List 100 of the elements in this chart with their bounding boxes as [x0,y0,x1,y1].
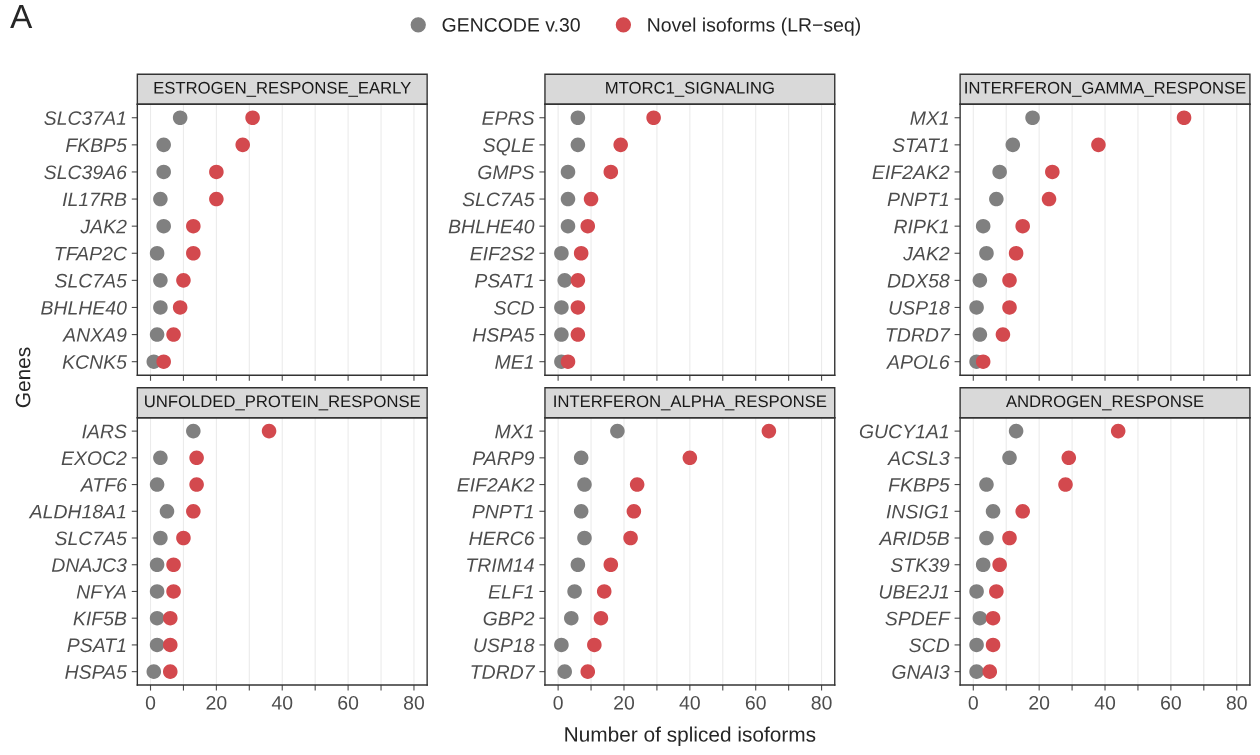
chart-title: INTERFERON_ALPHA_RESPONSE [554,395,827,411]
y-tick-label: EIF2AK2 [872,165,950,179]
point [146,664,162,679]
y-tick-label: PNPT1 [472,504,533,519]
y-tick-label: PSAT1 [474,273,533,288]
y-tick-label: STAT1 [892,138,949,153]
point [186,218,201,234]
x-tick-label: 20 [1029,695,1050,710]
point [972,273,988,288]
y-tick-label: RIPK1 [894,219,949,234]
y-tick-label: PARP9 [472,451,535,466]
point [153,273,168,288]
y-tick-label: SQLE [483,138,535,156]
y-tick-label: PSAT1 [67,638,126,653]
point [982,664,998,679]
y-tick-label: SLC37A1 [44,111,126,125]
y-axis-title: Genes [15,347,31,408]
y-tick-label: SCD [494,300,534,315]
point [972,610,988,626]
point [570,273,586,288]
point [603,557,619,573]
point [573,504,589,519]
point [580,664,596,679]
point [156,354,171,369]
point [1110,423,1126,439]
y-tick-label: IL17RB [62,192,127,207]
y-tick-label: HSPA5 [65,665,127,679]
point [261,423,277,439]
y-tick-label: BHLHE40 [41,300,127,315]
point [176,530,191,546]
point [969,300,984,315]
point [560,354,576,369]
y-tick-label: SLC7A5 [55,273,127,288]
y-tick-label: APOL6 [886,355,950,369]
y-tick-label: DNAJC3 [51,558,127,572]
point [1045,164,1060,180]
point [972,327,988,342]
point [989,584,1004,599]
y-tick-label: GBP2 [483,611,535,626]
point [156,218,171,234]
point [166,584,181,599]
y-tick-label: SPDEF [885,611,951,626]
point [209,164,224,180]
y-tick-label: BHLHE40 [448,219,535,234]
point [587,637,602,653]
y-tick-label: MX1 [910,111,949,125]
point [570,137,586,153]
y-tick-label: ME1 [495,355,533,369]
y-tick-label: USP18 [889,300,950,315]
y-tick-label: ALDH18A1 [28,504,126,519]
legend-label: GENCODE v.30 [442,18,580,32]
point [162,610,178,626]
point [1008,423,1024,439]
point [761,423,777,439]
point [570,110,586,126]
y-tick-label: GUCY1A1 [859,424,949,439]
point [1002,530,1017,546]
point [176,273,191,288]
y-tick-label: HSPA5 [472,328,535,342]
point [969,584,984,599]
y-tick-label: INSIG1 [886,504,949,519]
point [1002,300,1017,315]
point [554,245,569,261]
point [969,637,984,653]
point [162,637,178,653]
y-tick-label: ELF1 [488,585,533,599]
point [623,530,638,546]
y-tick-label: STK39 [890,558,950,572]
point [1015,504,1030,519]
text: A [10,5,33,28]
point [162,664,178,679]
chart-title: ESTROGEN_RESPONSE_EARLY [154,81,411,97]
x-tick-label: 0 [553,695,563,710]
x-tick-label: 80 [1226,695,1247,710]
y-tick-label: HERC6 [469,531,535,546]
point [577,530,592,546]
point [969,664,984,679]
point [985,504,1001,519]
y-tick-label: ACSL3 [887,451,950,466]
point [1058,477,1073,492]
x-axis-title: Number of spliced isoforms [565,726,816,746]
point [557,273,572,288]
point [235,137,251,153]
point [149,327,165,342]
point [564,610,579,626]
y-tick-label: DDX58 [887,273,950,288]
y-tick-label: TDRD7 [886,328,951,342]
x-tick-label: 0 [145,695,156,710]
point [629,477,645,492]
y-tick-label: EXOC2 [61,451,127,466]
y-tick-label: USP18 [474,638,535,653]
chart-title: INTERFERON_GAMMA_RESPONSE [965,81,1246,97]
point [166,557,181,573]
y-tick-label: JAK2 [80,219,127,234]
y-tick-label: SLC7A5 [55,531,127,546]
point [992,164,1007,180]
point [570,557,586,573]
y-tick-label: ATF6 [79,478,127,492]
y-tick-label: SCD [909,638,950,653]
point [1041,191,1057,207]
